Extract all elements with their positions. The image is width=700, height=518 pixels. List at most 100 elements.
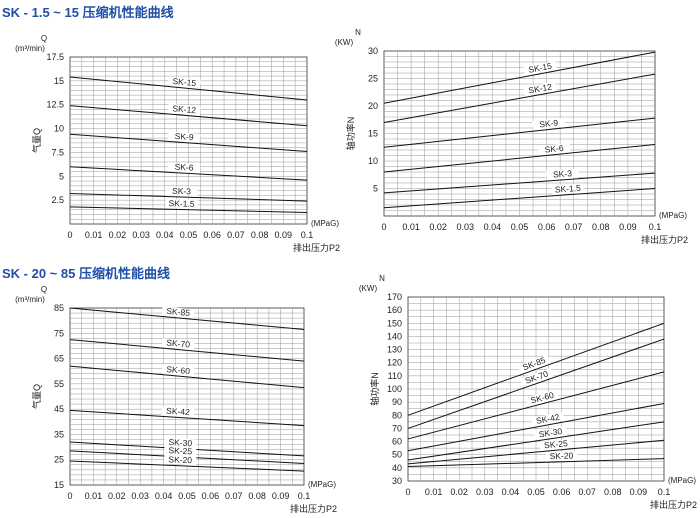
series-line-sk-15 <box>383 51 656 104</box>
x-tick-label: 0.01 <box>85 230 103 240</box>
y-tick-label: 5 <box>373 184 378 194</box>
y-tick-label: 50 <box>392 450 402 460</box>
series-label-sk-20: SK-20 <box>168 454 192 465</box>
y-tick-label: 100 <box>387 384 402 394</box>
y-unit-symbol: N <box>379 274 385 283</box>
x-unit: (MPaG) <box>659 211 687 220</box>
x-tick-label: 0.1 <box>649 222 662 232</box>
y-tick-label: 25 <box>368 74 378 84</box>
x-tick-label: 0.01 <box>402 222 420 232</box>
x-tick-label: 0 <box>67 230 72 240</box>
series-label-sk-12: SK-12 <box>528 81 553 95</box>
series-label-sk-1.5: SK-1.5 <box>168 198 194 209</box>
series-label-sk-85: SK-85 <box>166 306 191 318</box>
x-tick-label: 0.06 <box>538 222 556 232</box>
y-tick-label: 90 <box>392 397 402 407</box>
series-label-sk-12: SK-12 <box>172 103 197 115</box>
x-tick-label: 0.09 <box>630 487 648 497</box>
x-tick-label: 0.08 <box>604 487 622 497</box>
y-tick-label: 160 <box>387 305 402 315</box>
x-unit: (MPaG) <box>308 480 336 489</box>
page-title-top: SK - 1.5 ~ 15 压缩机性能曲线 <box>2 5 174 20</box>
x-tick-label: 0.1 <box>658 487 671 497</box>
series-label-sk-9: SK-9 <box>174 131 194 142</box>
y-unit: (KW) <box>359 284 378 293</box>
y-tick-label: 150 <box>387 318 402 328</box>
series-label-bg <box>164 437 197 449</box>
y-tick-label: 15 <box>54 76 64 86</box>
y-tick-label: 140 <box>387 331 402 341</box>
y-axis-label: 气量Q <box>31 128 42 153</box>
series-label-bg <box>165 186 198 197</box>
series-line-sk-3 <box>69 192 308 202</box>
series-label-sk-42: SK-42 <box>535 412 560 426</box>
y-tick-label: 170 <box>387 292 402 302</box>
series-label-bg <box>161 406 195 418</box>
x-tick-label: 0.04 <box>502 487 520 497</box>
series-label-bg <box>539 438 573 451</box>
x-tick-label: 0.1 <box>298 491 311 501</box>
series-line-sk-42 <box>69 409 305 427</box>
series-label-bg <box>551 183 585 195</box>
x-tick-label: 0.05 <box>180 230 198 240</box>
series-line-sk-6 <box>383 144 656 173</box>
x-tick-label: 0.01 <box>85 491 103 501</box>
series-label-bg <box>545 451 578 462</box>
x-tick-label: 0.02 <box>429 222 447 232</box>
x-tick-label: 0.08 <box>251 230 269 240</box>
x-tick-label: 0.01 <box>425 487 443 497</box>
y-tick-label: 15 <box>368 129 378 139</box>
series-label-bg <box>525 389 559 407</box>
series-label-sk-60: SK-60 <box>166 364 191 376</box>
y-tick-label: 10 <box>368 156 378 166</box>
series-label-sk-6: SK-6 <box>544 143 564 155</box>
x-tick-label: 0.05 <box>527 487 545 497</box>
x-tick-label: 0.07 <box>565 222 583 232</box>
x-tick-label: 0.03 <box>476 487 494 497</box>
y-tick-label: 65 <box>54 354 64 364</box>
y-tick-label: 2.5 <box>51 195 64 205</box>
x-tick-label: 0.03 <box>132 230 150 240</box>
x-unit: (MPaG) <box>668 476 696 485</box>
series-label-bg <box>520 368 554 388</box>
x-tick-label: 0.03 <box>457 222 475 232</box>
series-label-sk-15: SK-15 <box>528 61 553 75</box>
x-tick-label: 0.02 <box>108 491 126 501</box>
series-line-sk-20 <box>407 458 665 468</box>
x-axis-label: 排出压力P2 <box>290 503 337 514</box>
y-tick-label: 130 <box>387 345 402 355</box>
y-tick-label: 35 <box>54 429 64 439</box>
y-unit-symbol: Q <box>41 285 47 294</box>
y-tick-label: 120 <box>387 358 402 368</box>
series-line-sk-12 <box>383 73 656 123</box>
series-label-sk-25: SK-25 <box>544 438 569 450</box>
series-label-bg <box>164 445 197 457</box>
y-tick-label: 75 <box>54 328 64 338</box>
x-tick-label: 0.08 <box>248 491 266 501</box>
x-tick-label: 0.09 <box>275 230 293 240</box>
y-tick-label: 85 <box>54 303 64 313</box>
x-tick-label: 0.08 <box>592 222 610 232</box>
x-tick-label: 0.03 <box>131 491 149 501</box>
x-tick-label: 0.09 <box>272 491 290 501</box>
x-axis-label: 排出压力P2 <box>293 242 340 253</box>
y-tick-label: 30 <box>368 46 378 56</box>
series-line-sk-25 <box>407 439 665 465</box>
series-label-bg <box>161 306 195 319</box>
series-line-sk-85 <box>69 307 305 330</box>
y-axis-label: 轴功率N <box>369 372 380 406</box>
series-label-sk-3: SK-3 <box>553 168 573 179</box>
y-tick-label: 17.5 <box>46 52 64 62</box>
y-tick-label: 110 <box>388 371 402 381</box>
series-line-sk-85 <box>407 322 665 416</box>
y-tick-label: 20 <box>368 101 378 111</box>
series-line-sk-15 <box>69 76 308 101</box>
series-line-sk-42 <box>407 402 665 452</box>
x-tick-label: 0.09 <box>619 222 637 232</box>
series-label-bg <box>167 76 201 89</box>
series-line-sk-70 <box>407 338 665 429</box>
series-label-bg <box>537 143 571 156</box>
y-tick-label: 15 <box>54 480 64 490</box>
series-line-sk-60 <box>407 371 665 440</box>
